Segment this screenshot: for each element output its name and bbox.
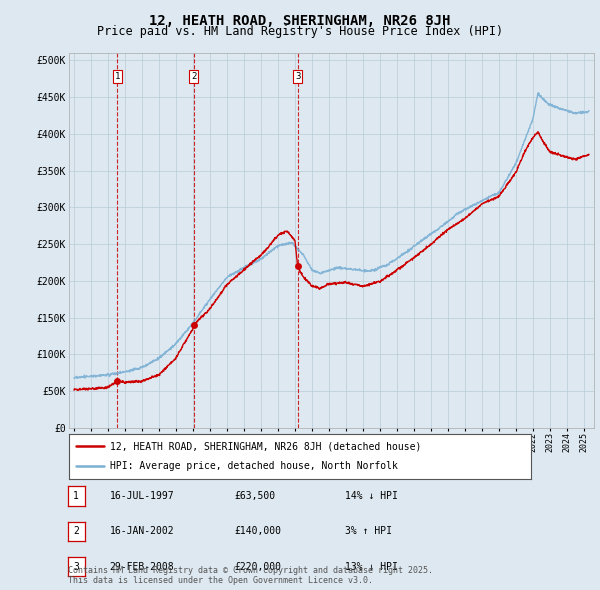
Text: 3% ↑ HPI: 3% ↑ HPI <box>345 526 392 536</box>
Text: 12, HEATH ROAD, SHERINGHAM, NR26 8JH (detached house): 12, HEATH ROAD, SHERINGHAM, NR26 8JH (de… <box>110 441 421 451</box>
Text: Price paid vs. HM Land Registry's House Price Index (HPI): Price paid vs. HM Land Registry's House … <box>97 25 503 38</box>
Text: 1: 1 <box>115 72 120 81</box>
Text: £220,000: £220,000 <box>234 562 281 572</box>
Text: 16-JUL-1997: 16-JUL-1997 <box>110 491 175 501</box>
Text: HPI: Average price, detached house, North Norfolk: HPI: Average price, detached house, Nort… <box>110 461 398 471</box>
Text: 1: 1 <box>73 491 79 501</box>
Text: 2: 2 <box>191 72 196 81</box>
Text: 29-FEB-2008: 29-FEB-2008 <box>110 562 175 572</box>
Text: 2: 2 <box>73 526 79 536</box>
Text: 12, HEATH ROAD, SHERINGHAM, NR26 8JH: 12, HEATH ROAD, SHERINGHAM, NR26 8JH <box>149 14 451 28</box>
Text: 3: 3 <box>295 72 301 81</box>
Text: 14% ↓ HPI: 14% ↓ HPI <box>345 491 398 501</box>
Text: £63,500: £63,500 <box>234 491 275 501</box>
Text: 16-JAN-2002: 16-JAN-2002 <box>110 526 175 536</box>
Text: 13% ↓ HPI: 13% ↓ HPI <box>345 562 398 572</box>
Text: £140,000: £140,000 <box>234 526 281 536</box>
Text: 3: 3 <box>73 562 79 572</box>
Text: Contains HM Land Registry data © Crown copyright and database right 2025.
This d: Contains HM Land Registry data © Crown c… <box>68 566 433 585</box>
